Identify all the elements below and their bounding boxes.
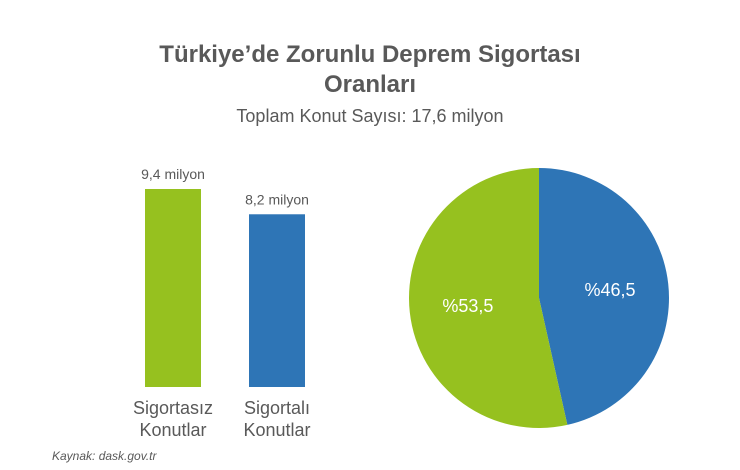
chart-title: Türkiye’de Zorunlu Deprem Sigortası Oran… — [0, 40, 740, 100]
bar-2-category-label-line-2: Konutlar — [243, 420, 310, 440]
bar-2-value-label: 8,2 milyon — [245, 191, 309, 207]
source-note: Kaynak: dask.gov.tr — [52, 449, 157, 463]
bar-2-category-label-line-1: Sigortalı — [244, 398, 310, 418]
pie-slice-2-label: %53,5 — [442, 296, 493, 316]
pie-slice-1 — [539, 168, 670, 425]
bar-2 — [249, 214, 305, 387]
chart-title-line-1: Türkiye’de Zorunlu Deprem Sigortası — [159, 41, 581, 68]
pie-slice-2 — [409, 168, 568, 428]
bar-1-category-label-line-2: Konutlar — [139, 420, 206, 440]
chart-title-line-2: Oranları — [323, 71, 417, 98]
chart-subtitle: Toplam Konut Sayısı: 17,6 milyon — [236, 106, 504, 126]
pie-slice-1-label: %46,5 — [585, 280, 636, 300]
bar-1 — [145, 189, 201, 387]
bar-1-category-label-line-1: Sigortasız — [133, 398, 213, 418]
bar-1-value-label: 9,4 milyon — [141, 166, 205, 182]
